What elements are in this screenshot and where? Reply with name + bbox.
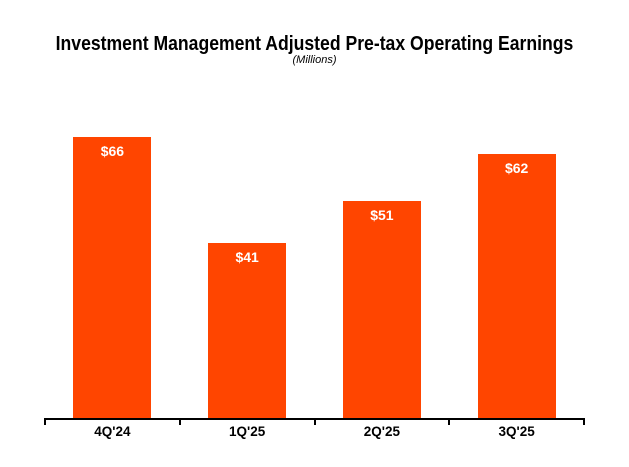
- bar-value-label: $62: [504, 160, 529, 176]
- x-axis-label: 1Q'25: [229, 424, 266, 439]
- x-axis-label: 2Q'25: [363, 424, 400, 439]
- x-axis-tick: [448, 417, 451, 425]
- x-axis-label: 3Q'25: [498, 424, 535, 439]
- bar-2Q'25: $51: [342, 200, 421, 418]
- chart-title: Investment Management Adjusted Pre-tax O…: [55, 33, 574, 55]
- bar-4Q'24: $66: [73, 137, 152, 418]
- chart-subtitle: (Millions): [292, 54, 337, 66]
- bar-1Q'25: $41: [208, 243, 287, 418]
- x-axis-tick: [583, 417, 585, 425]
- bar-value-label: $41: [235, 249, 259, 266]
- x-axis-tick: [178, 417, 181, 425]
- x-axis-tick: [44, 417, 46, 425]
- x-axis-label: 4Q'24: [94, 424, 131, 439]
- bar-3Q'25: $62: [477, 154, 556, 418]
- bar-value-label: $66: [100, 143, 125, 159]
- bar-value-label: $51: [370, 206, 394, 223]
- x-axis-tick: [313, 417, 316, 425]
